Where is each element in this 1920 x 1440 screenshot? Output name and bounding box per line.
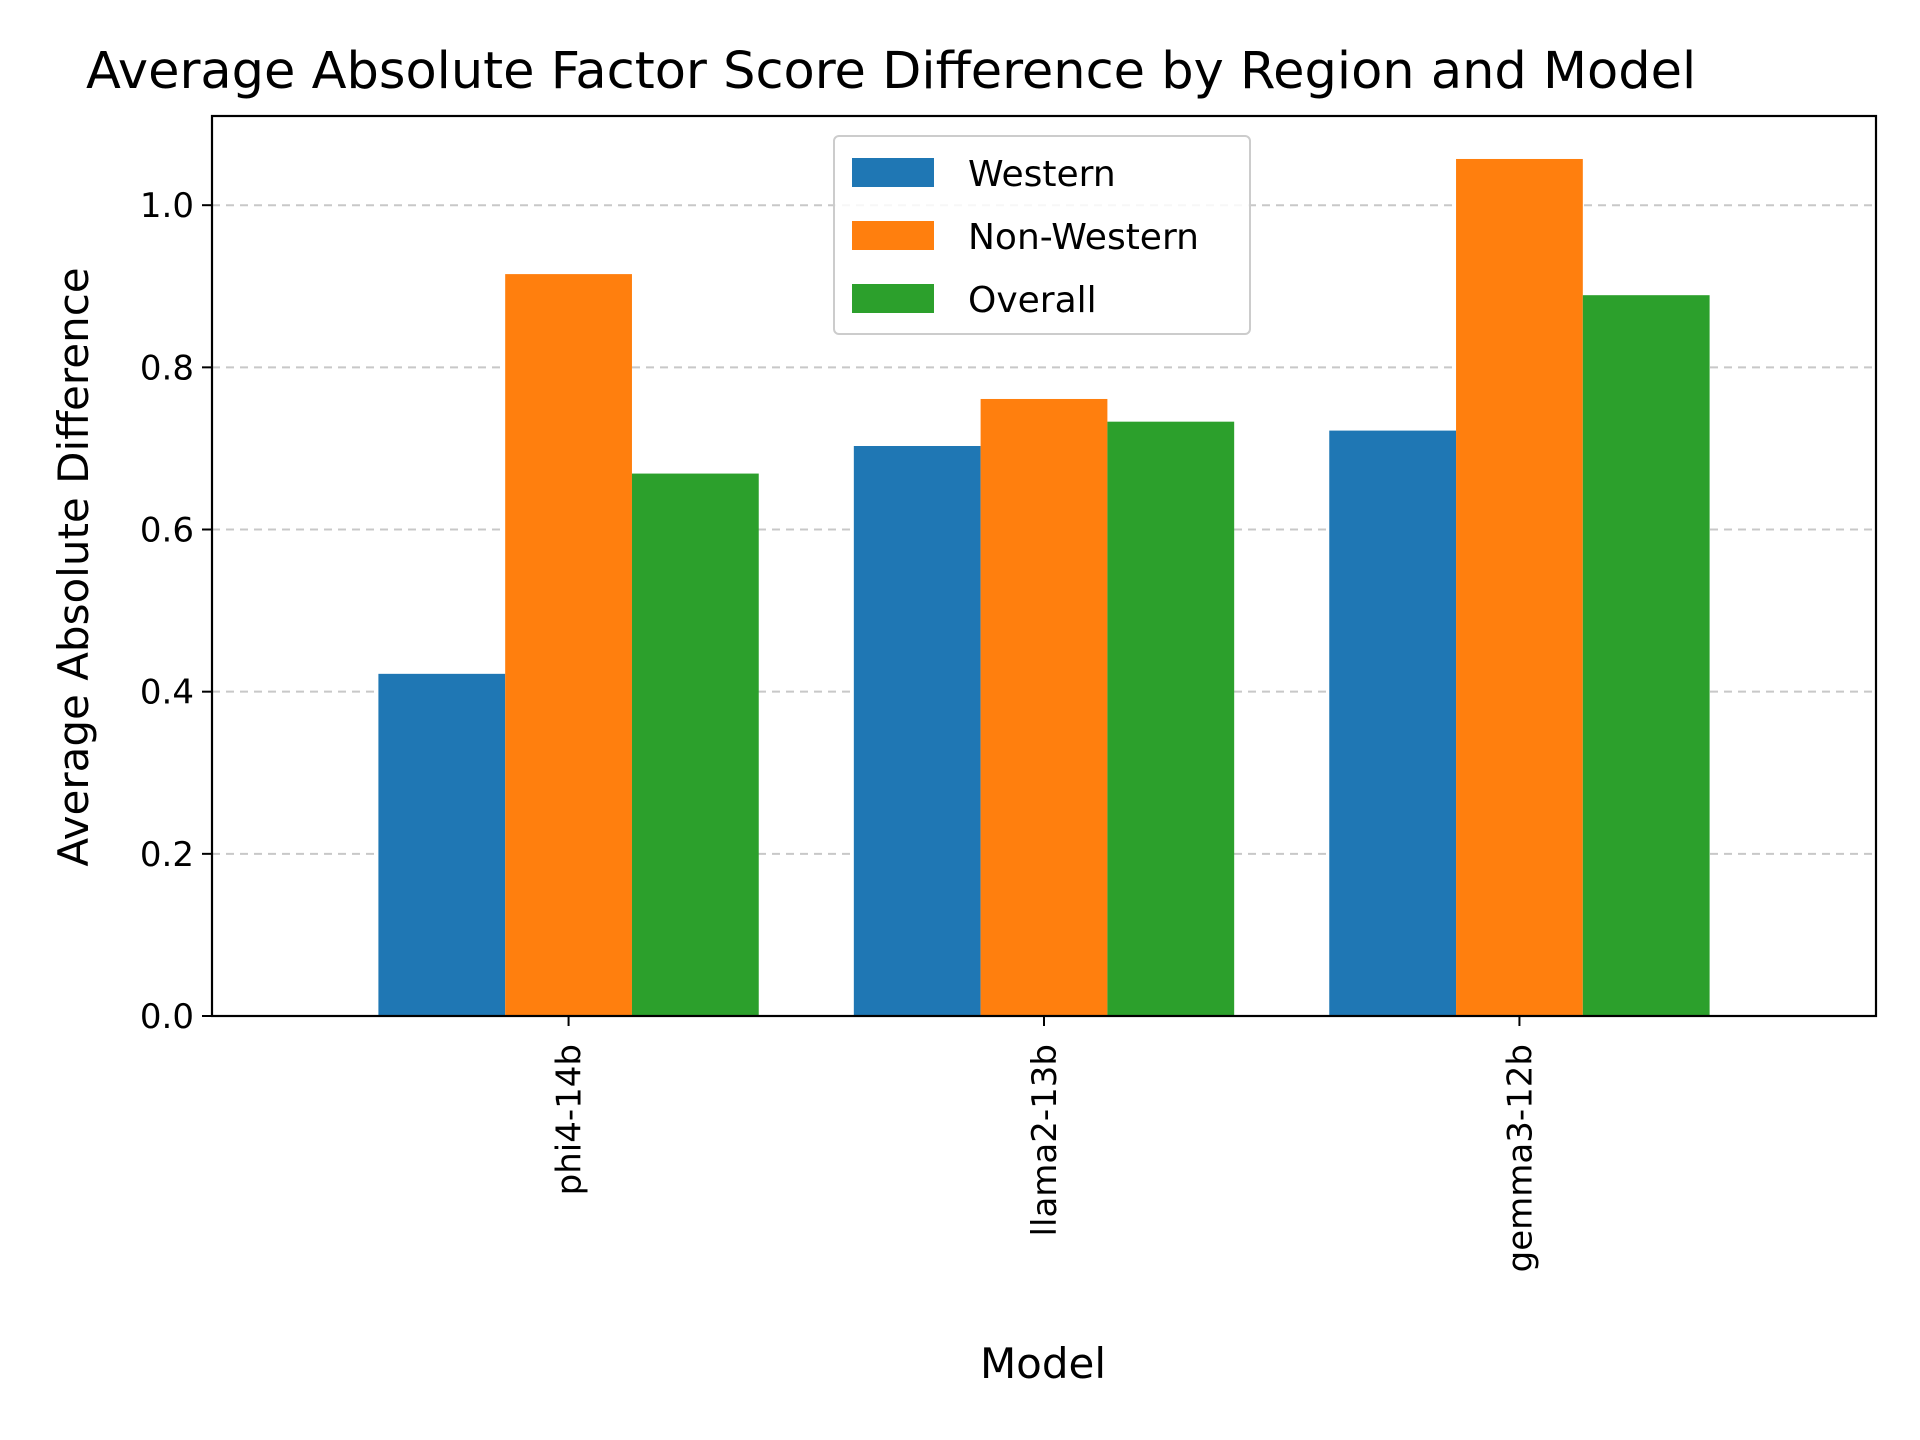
bar-western-llama2-13b — [853, 446, 981, 1016]
y-tick-label: 0.2 — [140, 835, 194, 875]
chart-title: Average Absolute Factor Score Difference… — [86, 42, 1696, 101]
bar-non-western-llama2-13b — [980, 398, 1108, 1016]
bar-non-western-phi4-14b — [505, 274, 632, 1016]
axes: 0.0 0.2 0.4 0.6 0.8 1.0 phi4-14b llama2-13b gemm… — [140, 114, 1878, 1272]
legend-swatch — [852, 158, 934, 187]
legend-label: Non-Western — [968, 217, 1199, 258]
x-tick-label: gemma3-12b — [1500, 1044, 1540, 1272]
legend-label: Western — [968, 154, 1116, 195]
y-axis-title: Average Absolute Difference — [49, 267, 98, 866]
bar-overall-gemma3-12b — [1582, 295, 1710, 1016]
legend-swatch — [852, 284, 934, 313]
y-tick-label: 0.8 — [140, 348, 194, 388]
legend: Western Non-Western Overall — [833, 135, 1251, 335]
bar-western-gemma3-12b — [1329, 430, 1457, 1016]
bars — [378, 158, 1710, 1017]
y-tick-label: 0.4 — [140, 673, 194, 713]
x-tick-label: llama2-13b — [1025, 1044, 1065, 1236]
x-tick-label: phi4-14b — [550, 1044, 590, 1195]
legend-label: Overall — [968, 280, 1097, 321]
legend-box — [833, 135, 1251, 335]
legend-swatch — [852, 221, 934, 250]
y-tick-label: 1.0 — [140, 186, 194, 226]
plot-frame — [210, 114, 1878, 1018]
bar-non-western-gemma3-12b — [1456, 158, 1583, 1017]
bar-overall-llama2-13b — [1107, 421, 1235, 1017]
y-tick-label: 0.6 — [140, 511, 194, 551]
y-tick-label: 0.0 — [140, 997, 194, 1037]
bar-western-phi4-14b — [378, 673, 506, 1016]
bar-overall-phi4-14b — [631, 473, 759, 1016]
x-axis-title: Model — [980, 1339, 1106, 1388]
